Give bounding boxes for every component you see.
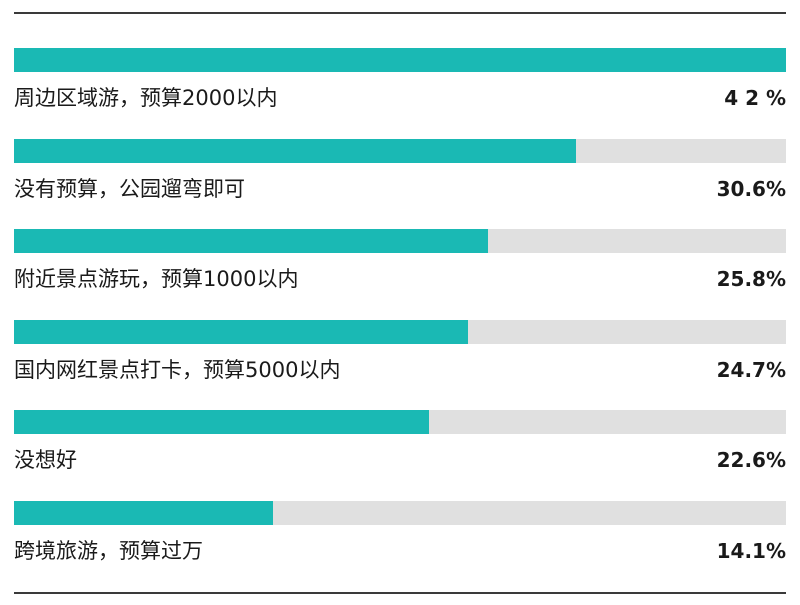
- bar-row: 跨境旅游，预算过万 14.1%: [14, 500, 786, 581]
- category-label: 附近景点游玩，预算1000以内: [14, 267, 299, 291]
- bar-track: [14, 138, 786, 163]
- value-label: 25.8%: [716, 267, 786, 291]
- bar: [14, 410, 429, 434]
- bar-track: [14, 500, 786, 525]
- bar-row: 附近景点游玩，预算1000以内 25.8%: [14, 229, 786, 309]
- bar: [14, 48, 786, 72]
- top-rule: [14, 12, 786, 14]
- bar-track: [14, 229, 786, 253]
- bar: [14, 500, 273, 525]
- bar-track: [14, 410, 786, 434]
- value-label: 4 2 %: [724, 86, 786, 110]
- bar: [14, 229, 488, 253]
- value-label: 22.6%: [716, 448, 786, 472]
- bar-track: [14, 319, 786, 344]
- bar-row: 国内网红景点打卡，预算5000以内 24.7%: [14, 319, 786, 400]
- category-label: 没想好: [14, 448, 77, 472]
- category-label: 跨境旅游，预算过万: [14, 538, 203, 563]
- bar-track: [14, 48, 786, 72]
- value-label: 30.6%: [716, 176, 786, 201]
- value-label: 24.7%: [716, 357, 786, 382]
- bar: [14, 138, 576, 163]
- value-label: 14.1%: [716, 538, 786, 563]
- bar-row: 没有预算，公园遛弯即可 30.6%: [14, 138, 786, 219]
- category-label: 周边区域游，预算2000以内: [14, 86, 278, 110]
- bar-row: 没想好 22.6%: [14, 410, 786, 490]
- bar-row: 周边区域游，预算2000以内 4 2 %: [14, 48, 786, 128]
- category-label: 没有预算，公园遛弯即可: [14, 176, 245, 201]
- bar: [14, 319, 468, 344]
- bottom-rule: [14, 592, 786, 594]
- category-label: 国内网红景点打卡，预算5000以内: [14, 357, 341, 382]
